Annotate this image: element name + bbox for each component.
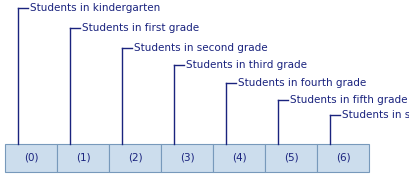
- Text: (2): (2): [127, 153, 142, 163]
- Bar: [109, 144, 161, 172]
- Text: Students in sixth grade: Students in sixth grade: [341, 110, 409, 120]
- Bar: [264, 144, 316, 172]
- Text: Students in third grade: Students in third grade: [186, 60, 306, 70]
- Text: (3): (3): [179, 153, 194, 163]
- Text: (1): (1): [76, 153, 90, 163]
- Text: Students in fifth grade: Students in fifth grade: [289, 95, 407, 105]
- Bar: [316, 144, 368, 172]
- Bar: [213, 144, 264, 172]
- Text: Students in first grade: Students in first grade: [82, 23, 199, 33]
- Text: Students in kindergarten: Students in kindergarten: [30, 3, 160, 13]
- Text: (6): (6): [335, 153, 349, 163]
- Text: (4): (4): [231, 153, 246, 163]
- Bar: [5, 144, 57, 172]
- Text: (0): (0): [24, 153, 38, 163]
- Bar: [57, 144, 109, 172]
- Bar: [161, 144, 213, 172]
- Text: (5): (5): [283, 153, 298, 163]
- Text: Students in second grade: Students in second grade: [134, 43, 267, 53]
- Text: Students in fourth grade: Students in fourth grade: [237, 78, 365, 88]
